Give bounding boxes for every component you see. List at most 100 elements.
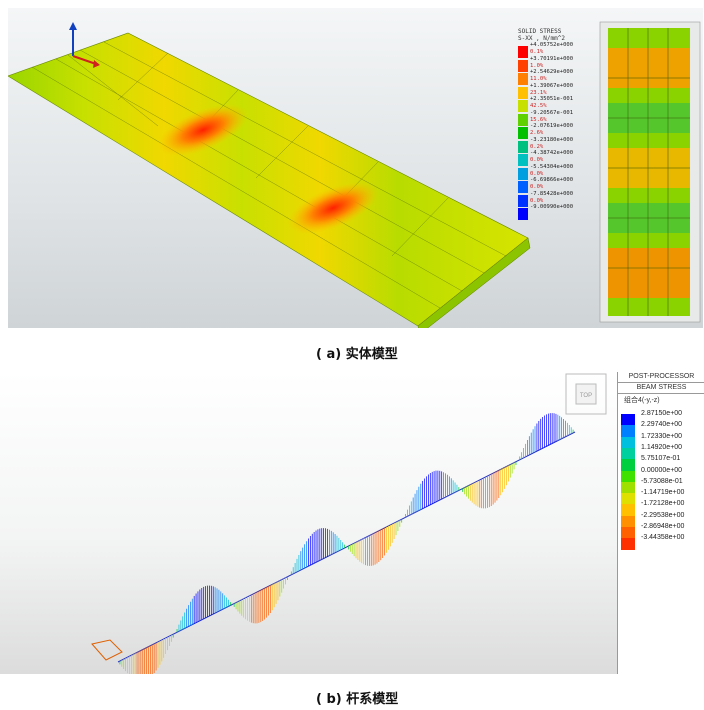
legend-percent: 0.0% <box>530 170 544 177</box>
legend-entry: -2.29538e+00 <box>621 512 703 528</box>
section-view-bands <box>608 28 690 316</box>
legend-value: -2.07619e+000 <box>530 123 574 129</box>
bridge-deck <box>8 32 529 327</box>
legend-value: 2.29740e+00 <box>641 421 683 429</box>
legend-percent: 0.0% <box>530 197 544 204</box>
legend-value: -2.29538e+00 <box>641 511 685 519</box>
legend-color-swatch <box>621 538 635 551</box>
caption-beam-model: ( b) 杆系模型 <box>316 692 399 707</box>
legend-entry: -6.69866e+000 0.0% <box>518 177 604 193</box>
legend-value: -7.85428e+000 <box>530 190 574 197</box>
legend-header-postprocessor: POST-PROCESSOR <box>618 372 704 383</box>
legend-color-swatch <box>518 181 528 193</box>
legend-color-swatch <box>518 100 528 112</box>
legend-percent: 15.6% <box>530 116 547 123</box>
legend-entry: +1.39067e+000 23.1% <box>518 83 604 99</box>
caption-solid-model: ( a) 实体模型 <box>316 347 398 362</box>
stress-hotspot <box>157 104 249 156</box>
legend-entry: 5.75107e-01 <box>621 455 703 472</box>
legend-color-swatch <box>621 459 635 472</box>
legend-color-swatch <box>518 46 528 58</box>
legend-value: 1.72330e+00 <box>641 432 683 440</box>
legend-color-swatch <box>621 515 635 528</box>
legend-color-swatch <box>518 73 528 85</box>
legend-value: -5.54304e+000 <box>530 163 574 170</box>
legend-percent: 2.6% <box>530 130 544 136</box>
legend-color-swatch <box>621 436 635 449</box>
stress-hotspot <box>287 182 379 234</box>
legend-value: -1.14719e+00 <box>641 489 685 497</box>
legend-value: -9.00990e+000 <box>530 204 574 210</box>
legend-value: 1.14920e+00 <box>641 443 683 451</box>
axis-gizmo <box>69 22 100 68</box>
legend-color-swatch <box>621 470 635 483</box>
legend-percent: 42.5% <box>530 103 547 109</box>
beam-stress-legend: POST-PROCESSOR BEAM STRESS 组合4(-y,-z) 2.… <box>617 372 704 674</box>
legend-color-swatch <box>518 194 528 207</box>
legend-entry: -2.07619e+000 2.6% <box>518 123 604 139</box>
support-element <box>91 639 123 661</box>
legend-percent: 0.0% <box>530 157 544 163</box>
solid-model-view <box>8 21 701 328</box>
legend-entry: +2.35051e-001 42.5% <box>518 96 604 112</box>
legend-entry: -7.85428e+000 0.0% <box>518 191 604 207</box>
legend-value: 0.00000e+00 <box>641 466 683 474</box>
legend-value: -2.86948e+00 <box>641 523 685 530</box>
legend-value: +1.39067e+000 <box>530 82 574 89</box>
legend-percent: 23.1% <box>530 89 547 96</box>
legend-entry: -2.86948e+00 <box>621 523 703 539</box>
legend-percent: 0.2% <box>530 143 544 150</box>
legend-entry: -5.73088e-01 <box>621 478 703 494</box>
legend-entry: +2.54629e+000 11.0% <box>518 69 604 85</box>
legend-entry: +3.70191e+000 1.0% <box>518 56 604 72</box>
legend-entry: -1.14719e+00 <box>621 489 703 506</box>
legend-color-swatch <box>518 113 528 126</box>
legend-color-swatch <box>518 154 528 166</box>
legend-color-swatch <box>621 504 635 517</box>
legend-value: -6.69866e+000 <box>530 177 574 183</box>
legend-value: 5.75107e-01 <box>641 455 681 463</box>
beam-model-panel: TOP POST-PROCESSOR BEAM STRESS 组合4(-y,-z… <box>0 372 704 674</box>
legend-percent: 0.0% <box>530 184 544 190</box>
legend-value: -9.20567e-001 <box>530 109 574 116</box>
legend-color-swatch <box>621 447 635 460</box>
beam-stress-diagram <box>117 413 576 674</box>
legend-entry: -1.72128e+00 <box>621 500 703 517</box>
legend-entry: 2.87150e+00 <box>621 410 703 426</box>
legend-color-swatch <box>621 493 635 506</box>
legend-value: -5.73088e-01 <box>641 477 683 485</box>
legend-percent: 11.0% <box>530 76 547 82</box>
bridge-deck-edge <box>417 237 531 328</box>
legend-color-swatch <box>518 167 528 180</box>
legend-color-swatch <box>518 59 528 72</box>
legend-value: 2.87150e+00 <box>641 410 683 417</box>
legend-value: +2.54629e+000 <box>530 69 574 75</box>
view-cube[interactable]: TOP <box>565 373 607 415</box>
legend-value: +3.70191e+000 <box>530 55 574 62</box>
legend-entry: 1.14920e+00 <box>621 444 703 460</box>
legend-value: -3.44358e+00 <box>641 534 685 542</box>
legend-color-swatch <box>518 208 528 220</box>
solid-model-panel: SOLID STRESS S-XX , N/mm^2 +4.05752e+000… <box>8 8 703 328</box>
legend-color-swatch <box>621 527 635 539</box>
legend-value: -1.72128e+00 <box>641 500 685 508</box>
legend-entry: -5.54304e+000 0.0% <box>518 164 604 180</box>
legend-color-swatch <box>621 481 635 494</box>
legend-entry: 0.00000e+00 <box>621 467 703 483</box>
legend-subtitle: S-XX , N/mm^2 <box>518 35 565 42</box>
legend-color-swatch <box>621 414 635 426</box>
legend-value: -3.23180e+000 <box>530 136 574 143</box>
view-cube-label: TOP <box>580 393 592 399</box>
legend-color-swatch <box>518 127 528 139</box>
legend-color-swatch <box>621 425 635 438</box>
legend-load-combination: 组合4(-y,-z) <box>624 397 660 404</box>
legend-value: -4.38742e+000 <box>530 150 574 156</box>
legend-value: +2.35051e-001 <box>530 96 574 102</box>
legend-entry: -9.20567e-001 15.6% <box>518 110 604 126</box>
legend-entry: -3.44358e+00 <box>621 534 703 551</box>
legend-color-swatch <box>518 86 528 99</box>
legend-value: +4.05752e+000 <box>530 42 574 48</box>
legend-entry: +4.05752e+000 0.1% <box>518 42 604 58</box>
legend-entry: -4.38742e+000 0.0% <box>518 150 604 166</box>
legend-entry: -3.23180e+000 0.2% <box>518 137 604 153</box>
